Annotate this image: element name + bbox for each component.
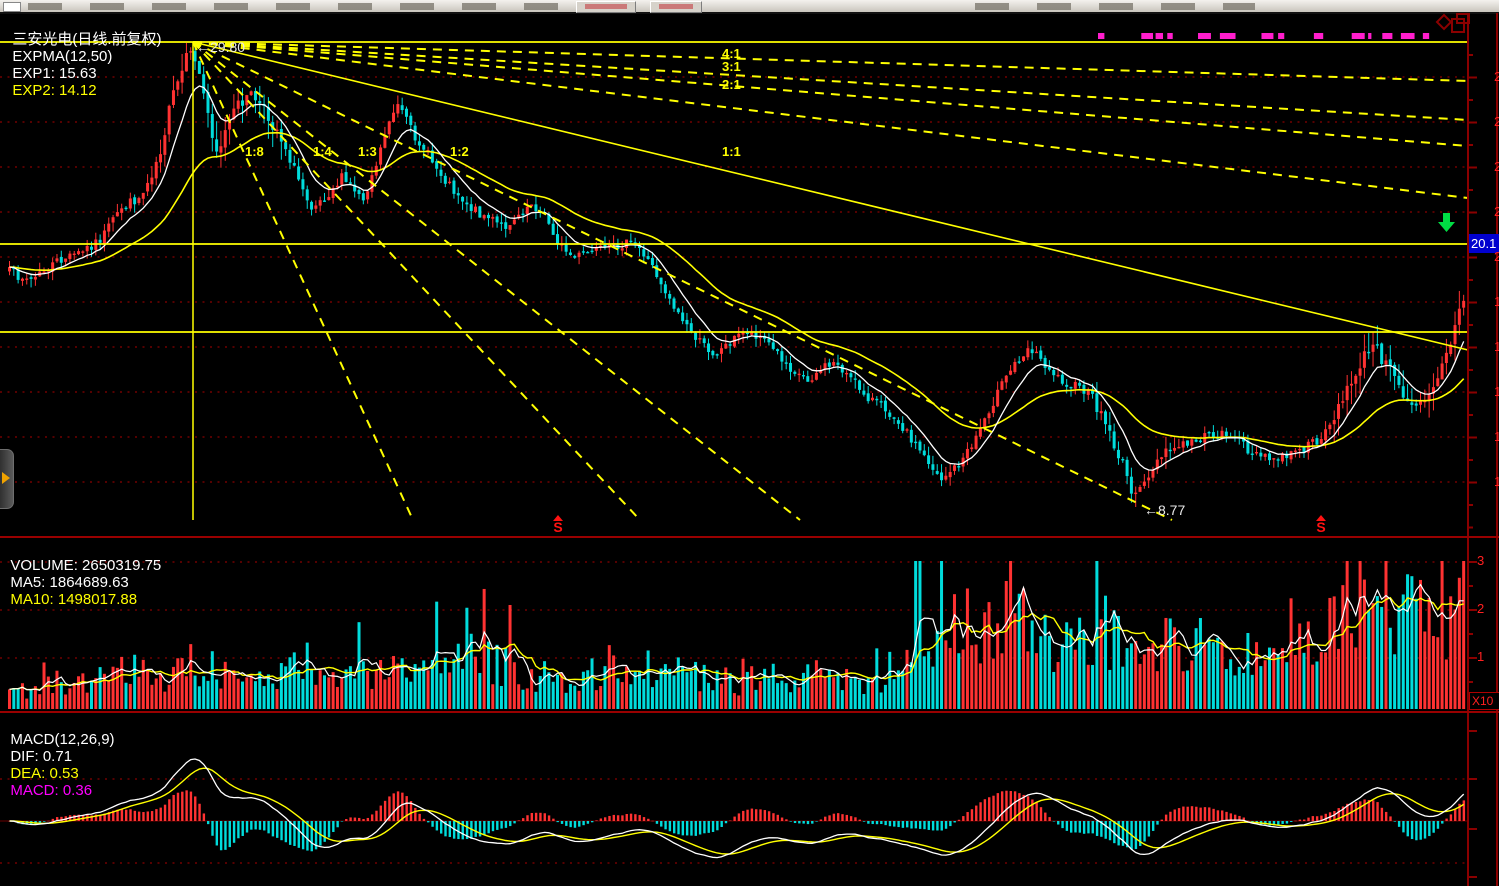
volume-value: VOLUME: 2650319.75: [10, 557, 162, 574]
price-axis-label: 22: [1494, 204, 1499, 219]
price-axis-label: 20: [1494, 249, 1499, 264]
menu-button-1[interactable]: [576, 1, 636, 13]
price-axis-label: 14: [1494, 384, 1499, 399]
volume-axis-unit: X10: [1469, 692, 1499, 710]
price-axis-label: 12: [1494, 429, 1499, 444]
menu-button-2-label-blur: [659, 4, 693, 9]
macd-dif-value: DIF: 0.71: [10, 748, 73, 765]
price-axis-label: 16: [1494, 339, 1499, 354]
gann-ratio-label: 1:3: [358, 144, 377, 159]
volume-ma10-value: MA10: 1498017.88: [10, 591, 138, 608]
gann-ratio-label: 1:8: [245, 144, 264, 159]
volume-axis-label: 1: [1477, 649, 1485, 664]
gann-ratio-label: 1:1: [722, 144, 741, 159]
signal-triangle-icon: [1316, 515, 1326, 521]
gann-ratio-label: 4:1: [722, 46, 741, 61]
gann-ratio-label: 1:2: [450, 144, 469, 159]
price-axis-label: 10: [1494, 474, 1499, 489]
stock-title[interactable]: 三安光电(日线.前复权): [12, 31, 162, 48]
peak-price-label: ←29.80: [196, 39, 246, 55]
macd-header: MACD(12,26,9) DIF: 0.71 DEA: 0.53 MACD: …: [2, 714, 119, 799]
signal-triangle-icon: [553, 515, 563, 521]
gann-ratio-label: 2:1: [722, 77, 741, 92]
price-axis-label: 26: [1494, 114, 1499, 129]
exp2-value: EXP2: 14.12: [12, 82, 97, 99]
menu-items-blurred-right[interactable]: [975, 3, 1255, 10]
macd-dea-value: DEA: 0.53: [10, 765, 79, 782]
menu-button-1-label-blur: [585, 4, 627, 9]
volume-axis-label: 2: [1477, 601, 1485, 616]
menu-bar[interactable]: [0, 0, 1499, 14]
sell-signal-mark: S: [549, 515, 567, 534]
signal-letter: S: [553, 519, 563, 535]
menu-button-2[interactable]: [650, 1, 702, 13]
macd-indicator-label: MACD(12,26,9): [10, 731, 115, 748]
indicator-label: EXPMA(12,50): [12, 48, 113, 65]
menu-toolbar-box: [3, 2, 21, 12]
expand-arrow-icon: [2, 472, 10, 484]
gann-ratio-label: 3:1: [722, 59, 741, 74]
menu-items-blurred-left[interactable]: [28, 3, 568, 10]
price-axis-label: 18: [1494, 294, 1499, 309]
signal-letter: S: [1316, 519, 1326, 535]
macd-macd-value: MACD: 0.36: [10, 782, 93, 799]
gann-ratio-label: 1:4: [313, 144, 332, 159]
low-price-label: ←8.77: [1144, 502, 1186, 518]
price-axis-label: 24: [1494, 159, 1499, 174]
main-chart-header: 三安光电(日线.前复权) EXPMA(12,50) EXP1: 15.63 EX…: [4, 14, 166, 99]
volume-header: VOLUME: 2650319.75 MA5: 1864689.63 MA10:…: [2, 540, 165, 608]
exp1-value: EXP1: 15.63: [12, 65, 97, 82]
sidebar-expand-tab[interactable]: [0, 449, 14, 509]
sell-signal-mark: S: [1312, 515, 1330, 534]
price-axis-label: 28: [1494, 69, 1499, 84]
volume-ma5-value: MA5: 1864689.63: [10, 574, 129, 591]
volume-axis-label: 3: [1477, 553, 1485, 568]
current-price-tag: 20.1: [1469, 234, 1499, 253]
